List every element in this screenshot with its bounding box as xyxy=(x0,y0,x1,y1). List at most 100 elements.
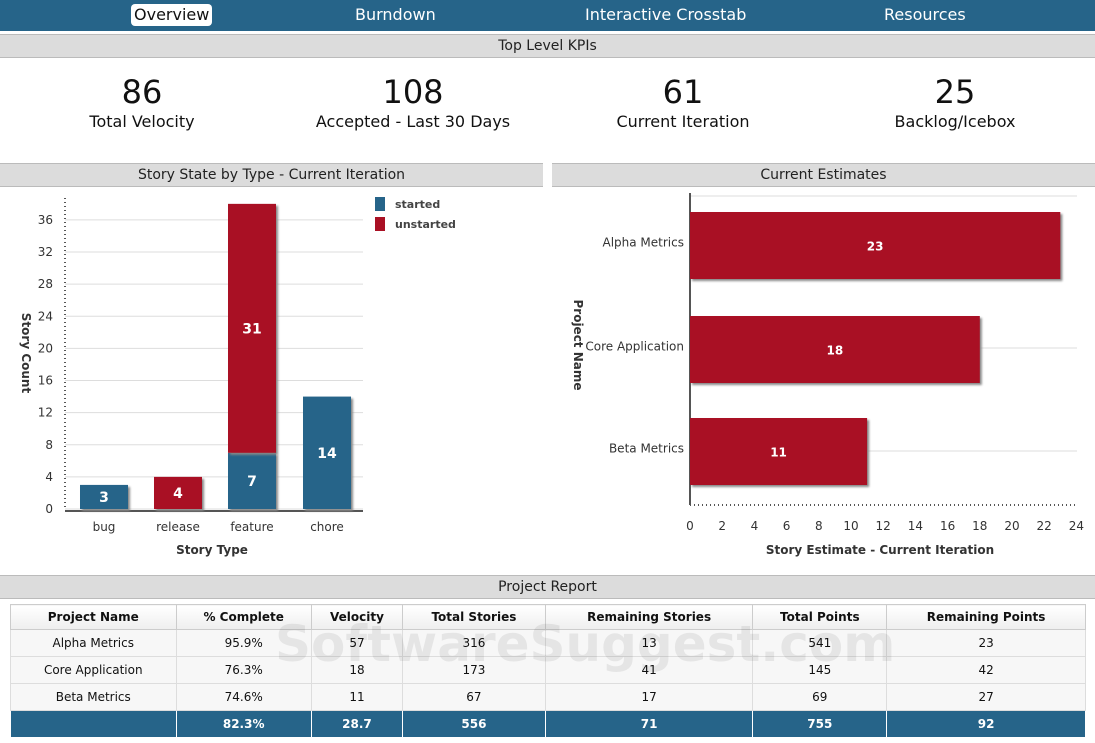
y-tick-label: 24 xyxy=(38,309,53,323)
x-tick-label: 6 xyxy=(783,519,791,533)
table-cell: 28.7 xyxy=(310,710,404,738)
column-header[interactable]: Velocity xyxy=(310,604,404,630)
table-cell: 173 xyxy=(402,656,546,684)
x-tick-label: 2 xyxy=(718,519,726,533)
project-report-header: Project Report xyxy=(0,575,1095,599)
bar-started-feature xyxy=(228,452,276,509)
table-cell: 76.3% xyxy=(175,656,312,684)
bar-started-chore xyxy=(303,396,351,509)
x-axis-title: Story Type xyxy=(176,543,248,557)
tab-overview[interactable]: Overview xyxy=(131,4,213,26)
legend-label-unstarted: unstarted xyxy=(395,218,456,231)
column-header[interactable]: Total Points xyxy=(752,604,888,630)
table-cell: 755 xyxy=(752,710,888,738)
project-report-table: Project Name% Complete Velocity Total Stor… xyxy=(10,604,1086,738)
x-tick-label: 22 xyxy=(1037,519,1052,533)
y-tick-label: 20 xyxy=(38,341,53,355)
kpi-label: Total Velocity xyxy=(89,112,195,131)
kpi-current-iteration: 61 Current Iteration xyxy=(553,72,813,131)
table-cell: Alpha Metrics xyxy=(10,629,177,657)
table-cell: 42 xyxy=(886,656,1086,684)
data-label: 18 xyxy=(827,344,844,358)
x-tick-label: feature xyxy=(230,520,273,534)
y-tick-label: 4 xyxy=(45,470,53,484)
top-nav: Overview Burndown Interactive Crosstab R… xyxy=(0,0,1095,31)
x-tick-label: 10 xyxy=(843,519,858,533)
y-tick-label: Beta Metrics xyxy=(609,442,684,456)
data-label: 4 xyxy=(173,486,183,502)
data-label: 3 xyxy=(99,490,109,506)
x-tick-label: 20 xyxy=(1004,519,1019,533)
column-header[interactable]: Project Name xyxy=(10,604,177,630)
y-tick-label: 0 xyxy=(45,502,53,516)
x-tick-label: 24 xyxy=(1069,519,1084,533)
kpi-value: 86 xyxy=(121,73,163,111)
table-cell: 316 xyxy=(402,629,546,657)
column-header[interactable]: Total Stories xyxy=(402,604,546,630)
data-label: 14 xyxy=(317,446,337,462)
table-cell: 82.3% xyxy=(175,710,312,738)
y-axis-title: Story Count xyxy=(19,313,33,394)
x-tick-label: release xyxy=(156,520,200,534)
table-row: Alpha Metrics 95.9% 57 316 13 541 23 xyxy=(10,629,1086,657)
data-label: 31 xyxy=(242,321,261,337)
kpi-total-velocity: 86 Total Velocity xyxy=(12,72,272,131)
x-tick-label: 0 xyxy=(686,519,694,533)
table-cell: 27 xyxy=(886,683,1086,711)
data-label: 23 xyxy=(867,240,884,254)
y-tick-label: 32 xyxy=(38,245,53,259)
y-tick-label: Core Application xyxy=(585,340,684,354)
x-tick-label: 12 xyxy=(876,519,891,533)
table-total-row: 82.3% 28.7 556 71 755 92 xyxy=(10,710,1086,738)
table-cell xyxy=(10,710,177,738)
table-cell: 95.9% xyxy=(175,629,312,657)
legend-label-started: started xyxy=(395,198,440,211)
table-cell: 69 xyxy=(752,683,888,711)
tab-interactive-crosstab[interactable]: Interactive Crosstab xyxy=(585,5,747,24)
bar-unstarted-release xyxy=(154,476,202,509)
tab-resources[interactable]: Resources xyxy=(884,5,966,24)
table-cell: 74.6% xyxy=(175,683,312,711)
story-state-header: Story State by Type - Current Iteration xyxy=(0,163,543,187)
kpi-label: Accepted - Last 30 Days xyxy=(315,112,511,131)
bar-started-bug xyxy=(80,484,128,509)
y-tick-label: 8 xyxy=(45,438,53,452)
table-cell: 145 xyxy=(752,656,888,684)
bar-core-application xyxy=(690,316,980,383)
y-axis-title: Project Name xyxy=(571,299,585,390)
table-header-row: Project Name% Complete Velocity Total Stor… xyxy=(10,604,1086,630)
y-tick-label: 16 xyxy=(38,374,53,388)
column-header[interactable]: Remaining Points xyxy=(886,604,1086,630)
table-cell: 556 xyxy=(402,710,546,738)
x-tick-label: 16 xyxy=(940,519,955,533)
x-tick-label: 4 xyxy=(751,519,759,533)
tab-burndown[interactable]: Burndown xyxy=(355,5,436,24)
data-label: 7 xyxy=(247,474,257,490)
table-row: Core Application 76.3% 18 173 41 145 42 xyxy=(10,656,1086,684)
data-label: 11 xyxy=(770,446,787,460)
legend-swatch-unstarted xyxy=(375,217,385,231)
x-tick-label: 18 xyxy=(972,519,987,533)
x-tick-label: bug xyxy=(93,520,116,534)
x-tick-label: 14 xyxy=(908,519,923,533)
table-cell: 41 xyxy=(544,656,754,684)
legend-swatch-started xyxy=(375,197,385,211)
table-cell: 17 xyxy=(544,683,754,711)
column-header[interactable]: Remaining Stories xyxy=(544,604,754,630)
story-state-chart: 0 4 8 12 16 20 24 28 32 36 3 bug 4 release 7 31 feature 1… xyxy=(19,197,456,557)
table-cell: 13 xyxy=(544,629,754,657)
kpi-accepted: 108 Accepted - Last 30 Days xyxy=(283,72,543,131)
x-axis-title: Story Estimate - Current Iteration xyxy=(766,543,994,557)
column-header[interactable]: % Complete xyxy=(175,604,312,630)
table-cell: 92 xyxy=(886,710,1086,738)
table-cell: Beta Metrics xyxy=(10,683,177,711)
table-cell: Core Application xyxy=(10,656,177,684)
table-cell: 541 xyxy=(752,629,888,657)
y-tick-label: 28 xyxy=(38,277,53,291)
table-cell: 23 xyxy=(886,629,1086,657)
table-cell: 11 xyxy=(310,683,404,711)
kpi-value: 61 xyxy=(662,73,704,111)
bar-alpha-metrics xyxy=(690,212,1061,279)
bar-beta-metrics xyxy=(690,418,868,485)
